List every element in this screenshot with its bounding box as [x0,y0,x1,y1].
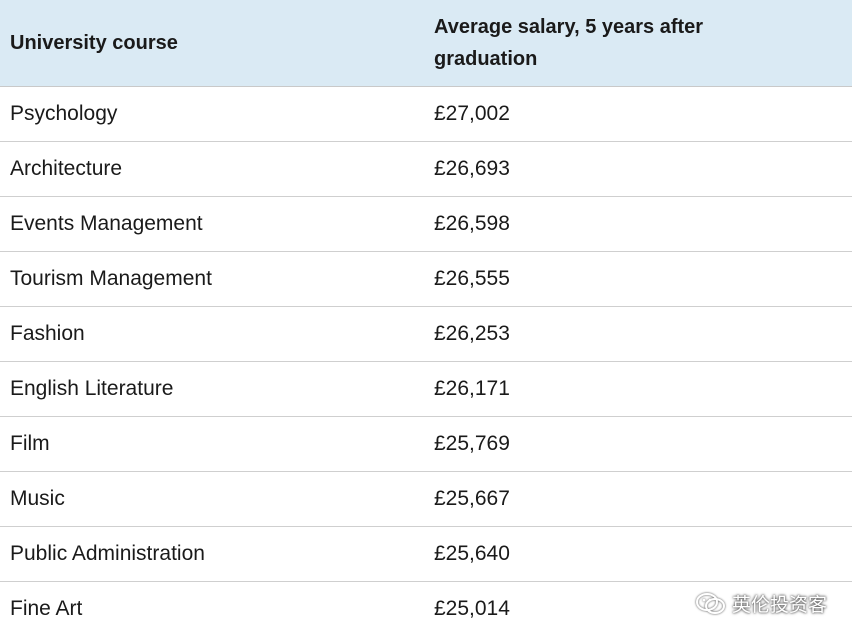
table-row: Events Management £26,598 [0,196,852,252]
salary-cell: £25,014 [434,597,510,620]
salary-cell: £26,693 [424,141,852,197]
salary-cell: £25,667 [424,471,852,527]
salary-cell: £25,769 [424,416,852,472]
table-body: Psychology £27,002 Architecture £26,693 … [0,86,852,637]
table-row: Fashion £26,253 [0,306,852,362]
course-cell: Fashion [0,306,424,362]
table-row: Public Administration £25,640 [0,526,852,582]
salary-cell: £26,555 [424,251,852,307]
header-row: University course Average salary, 5 year… [0,0,852,87]
table-row: Film £25,769 [0,416,852,472]
salary-cell: £25,640 [424,526,852,582]
salary-cell: £26,598 [424,196,852,252]
watermark-text: 英伦投资客 [731,594,827,616]
header-course: University course [0,0,424,87]
course-cell: Fine Art [10,597,83,620]
table-row: Psychology £27,002 [0,86,852,142]
table-row: Architecture £26,693 [0,141,852,197]
table-row: English Literature £26,171 [0,361,852,417]
course-cell: Music [0,471,424,527]
table-row: Music £25,667 [0,471,852,527]
course-cell: Public Administration [0,526,424,582]
course-cell: Architecture [0,141,424,197]
watermark: 英伦投资客 [695,590,827,617]
salary-cell: £26,253 [424,306,852,362]
header-salary: Average salary, 5 years after graduation [424,0,852,87]
salary-cell: £26,171 [424,361,852,417]
course-cell: English Literature [0,361,424,417]
course-cell: Psychology [0,86,424,142]
table-row: Tourism Management £26,555 [0,251,852,307]
table-header: University course Average salary, 5 year… [0,0,852,87]
course-cell: Tourism Management [0,251,424,307]
wechat-icon [695,592,726,616]
salary-cell: £27,002 [424,86,852,142]
course-cell: Film [0,416,424,472]
table-row: Fine Art £25,014 [0,582,852,637]
course-cell: Events Management [0,196,424,252]
